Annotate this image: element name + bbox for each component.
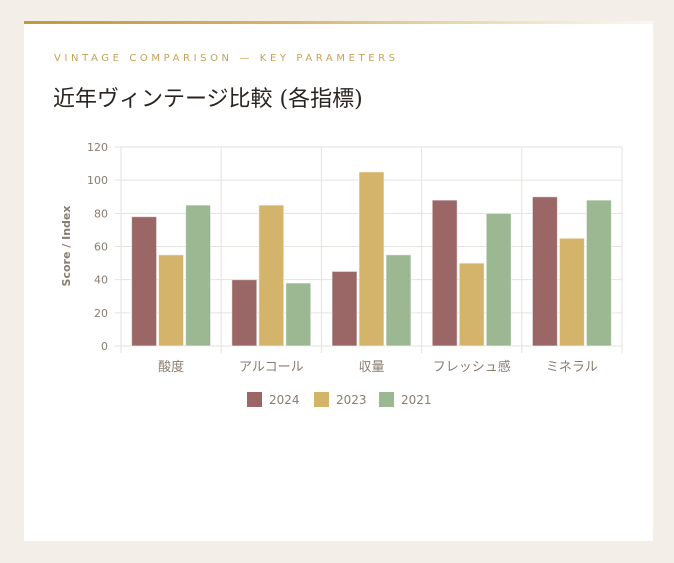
chart-bars [131, 171, 612, 347]
bar-2023-4[interactable] [558, 237, 585, 347]
y-axis-label: Score / Index [60, 206, 73, 287]
legend-label-2024[interactable]: 2024 [269, 393, 300, 407]
bar-2024-1[interactable] [231, 279, 258, 347]
bar-2024-4[interactable] [531, 196, 558, 347]
bar-2023-3[interactable] [458, 262, 485, 347]
bar-2024-3[interactable] [431, 199, 458, 347]
x-tick-label: フレッシュ感 [433, 359, 511, 375]
bar-2023-1[interactable] [258, 204, 285, 347]
bar-2021-1[interactable] [285, 282, 312, 347]
bar-2024-2[interactable] [331, 270, 358, 347]
legend-swatch-2023 [314, 392, 329, 407]
y-tick-label: 40 [94, 274, 108, 287]
y-tick-label: 20 [94, 307, 108, 320]
chart-card: VINTAGE COMPARISON — KEY PARAMETERS 近年ヴィ… [24, 21, 653, 541]
chart-title: 近年ヴィンテージ比較 (各指標) [53, 87, 363, 112]
bar-2023-2[interactable] [358, 171, 385, 347]
legend-swatch-2021 [379, 392, 394, 407]
y-tick-label: 100 [87, 174, 108, 187]
bar-2023-0[interactable] [158, 254, 185, 347]
bar-chart: 0 20 40 60 80 100 120 酸度 アルコール 収量 フレッシュ感 ミネラル Score… [60, 141, 623, 407]
bar-2021-3[interactable] [485, 212, 512, 347]
x-tick-label: アルコール [239, 360, 304, 375]
y-tick-label: 60 [94, 241, 108, 254]
legend-label-2021[interactable]: 2021 [401, 393, 432, 407]
chart-legend: 2024 2023 2021 [247, 392, 432, 407]
bar-2021-2[interactable] [385, 254, 412, 347]
y-tick-label: 0 [101, 340, 108, 353]
gold-accent-bar [24, 21, 653, 24]
legend-swatch-2024 [247, 392, 262, 407]
chart-axes: 0 20 40 60 80 100 120 酸度 アルコール 収量 フレッシュ感 ミネラル [87, 141, 598, 375]
x-tick-label: 酸度 [158, 359, 184, 375]
bar-2021-0[interactable] [185, 204, 212, 347]
chart-eyebrow: VINTAGE COMPARISON — KEY PARAMETERS [54, 53, 399, 64]
y-tick-label: 80 [94, 207, 108, 220]
bar-2021-4[interactable] [585, 199, 612, 347]
bar-2024-0[interactable] [131, 216, 158, 347]
x-tick-label: ミネラル [546, 360, 598, 375]
x-tick-label: 収量 [358, 360, 384, 375]
legend-label-2023[interactable]: 2023 [336, 393, 367, 407]
y-tick-label: 120 [87, 141, 108, 154]
